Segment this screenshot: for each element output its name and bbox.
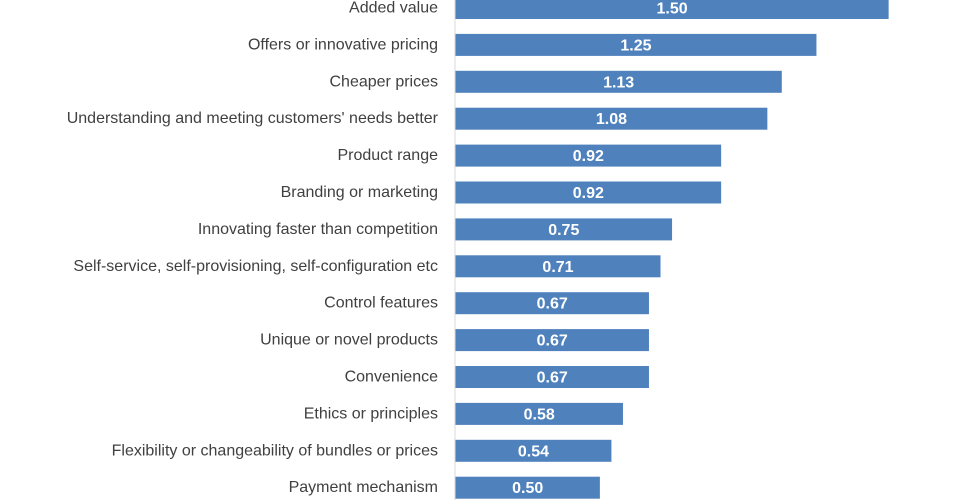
bar: [455, 329, 649, 352]
value-label: 1.25: [620, 37, 651, 54]
category-label: Flexibility or changeability of bundles …: [112, 442, 438, 459]
bar: [455, 181, 722, 204]
category-label: Understanding and meeting customers' nee…: [67, 110, 439, 127]
bar: [455, 402, 623, 425]
value-label: 0.75: [548, 222, 579, 239]
bars-group: Added value 1.50 Offers or innovative pric…: [67, 0, 889, 499]
category-label: Cheaper prices: [330, 73, 439, 90]
category-label: Innovating faster than competition: [198, 221, 438, 238]
bar: [455, 107, 768, 130]
value-label: 0.71: [542, 259, 573, 276]
value-label: 0.67: [537, 370, 568, 387]
category-label: Ethics or principles: [304, 405, 438, 422]
value-label: 1.50: [656, 1, 687, 18]
category-label: Control features: [324, 295, 438, 312]
category-label: Self-service, self-provisioning, self-co…: [73, 258, 438, 275]
value-label: 1.08: [596, 111, 627, 128]
bar: [455, 218, 673, 241]
category-label: Added value: [349, 0, 438, 17]
category-label: Product range: [337, 147, 438, 164]
bar: [455, 439, 612, 462]
bar: [455, 33, 817, 56]
bar: [455, 144, 722, 167]
value-label: 0.67: [537, 296, 568, 313]
value-label: 0.50: [512, 480, 543, 497]
bar: [455, 366, 649, 388]
value-label: 1.13: [603, 74, 634, 91]
value-label: 0.92: [573, 185, 604, 202]
category-label: Unique or novel products: [260, 332, 438, 349]
category-label: Convenience: [345, 369, 439, 386]
bar: [455, 0, 889, 19]
category-label: Offers or innovative pricing: [248, 36, 438, 53]
bar: [455, 292, 649, 315]
bar: [455, 255, 661, 278]
category-label: Payment mechanism: [289, 479, 438, 496]
bar: [455, 476, 600, 499]
category-label: Branding or marketing: [281, 184, 438, 201]
bar: [455, 70, 782, 93]
value-label: 0.67: [537, 333, 568, 350]
value-label: 0.58: [524, 406, 555, 423]
value-label: 0.92: [573, 148, 604, 165]
value-label: 0.54: [518, 443, 549, 460]
